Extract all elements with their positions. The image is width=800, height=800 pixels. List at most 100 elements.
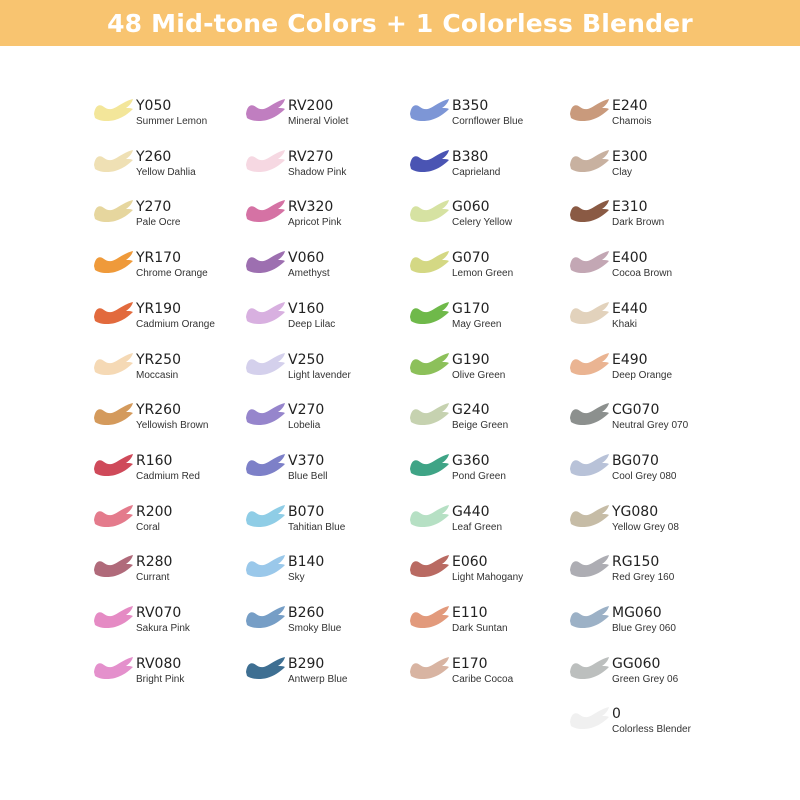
brush-stroke-icon [570, 504, 609, 527]
color-name: Deep Orange [612, 369, 673, 381]
color-code: B380 [452, 148, 489, 165]
color-swatch-cg070: CG070 Neutral Grey 070 [569, 402, 701, 442]
color-name: Blue Grey 060 [612, 623, 676, 634]
color-swatch-rv320: RV320 Apricot Pink [245, 199, 377, 239]
brush-stroke-icon [246, 504, 285, 527]
color-code: B350 [452, 98, 489, 114]
brush-stroke-icon [94, 99, 133, 122]
color-code: YR250 [136, 351, 182, 368]
brush-stroke-icon [570, 251, 609, 274]
color-code: G360 [452, 452, 490, 469]
color-code: R280 [136, 554, 173, 571]
color-code: RV080 [136, 655, 182, 672]
color-code: RV270 [288, 148, 334, 165]
color-code: E400 [612, 250, 648, 267]
color-code: V370 [288, 452, 325, 469]
color-code: E440 [612, 300, 648, 317]
brush-stroke-icon [570, 453, 609, 476]
brush-stroke-icon [246, 555, 285, 578]
brush-stroke-icon [570, 403, 609, 426]
color-swatch-e110: E110 Dark Suntan [409, 605, 541, 645]
brush-stroke-icon [570, 301, 609, 324]
brush-stroke-icon [94, 301, 133, 324]
color-code: E240 [612, 98, 648, 114]
color-swatch-g070: G070 Lemon Green [409, 250, 541, 290]
color-code: E310 [612, 199, 648, 216]
color-name: Dark Suntan [452, 623, 508, 634]
color-swatch-blender: 0 Colorless Blender [569, 706, 701, 746]
brush-stroke-icon [246, 149, 285, 172]
color-code: B070 [288, 503, 325, 520]
color-swatch-g060: G060 Celery Yellow [409, 199, 541, 239]
brush-stroke-icon [246, 656, 285, 679]
color-name: Lobelia [288, 420, 321, 432]
brush-stroke-icon [570, 200, 609, 223]
color-code: G240 [452, 402, 490, 419]
brush-stroke-icon [410, 606, 449, 629]
color-swatch-g170: G170 May Green [409, 301, 541, 341]
color-swatch-r200: R200 Coral [93, 504, 225, 544]
color-name: Mineral Violet [288, 116, 349, 127]
brush-stroke-icon [410, 200, 449, 223]
color-name: Neutral Grey 070 [612, 420, 689, 432]
color-name: Leaf Green [452, 521, 503, 533]
color-name: Sakura Pink [136, 623, 190, 634]
color-code: V270 [288, 402, 325, 419]
brush-stroke-icon [410, 251, 449, 274]
color-swatch-b380: B380 Caprieland [409, 149, 541, 189]
color-name: Light Mahogany [452, 572, 524, 584]
brush-stroke-icon [246, 301, 285, 324]
color-code: RV070 [136, 605, 182, 621]
color-code: V160 [288, 300, 325, 317]
brush-stroke-icon [246, 403, 285, 426]
header-banner: 48 Mid-tone Colors + 1 Colorless Blender [0, 0, 800, 46]
color-code: G070 [452, 250, 490, 267]
color-swatch-b350: B350 Cornflower Blue [409, 98, 541, 138]
brush-stroke-icon [94, 453, 133, 476]
color-code: YG080 [612, 503, 659, 520]
color-code: Y050 [136, 98, 172, 114]
color-swatch-rv070: RV070 Sakura Pink [93, 605, 225, 645]
brush-stroke-icon [410, 99, 449, 122]
color-code: B140 [288, 554, 325, 571]
brush-stroke-icon [246, 99, 285, 122]
color-code: G170 [452, 300, 490, 317]
color-name: Light lavender [288, 369, 351, 381]
color-name: Shadow Pink [288, 166, 347, 178]
color-name: Cocoa Brown [612, 268, 673, 280]
color-swatch-b290: B290 Antwerp Blue [245, 656, 377, 696]
color-code: V060 [288, 250, 325, 267]
color-swatch-b140: B140 Sky [245, 554, 377, 594]
brush-stroke-icon [94, 656, 133, 679]
color-swatch-bg070: BG070 Cool Grey 080 [569, 453, 701, 493]
color-swatch-v160: V160 Deep Lilac [245, 301, 377, 341]
color-code: MG060 [612, 605, 662, 621]
brush-stroke-icon [94, 555, 133, 578]
brush-stroke-icon [246, 251, 285, 274]
color-code: B290 [288, 655, 325, 672]
color-swatch-e490: E490 Deep Orange [569, 352, 701, 392]
brush-stroke-icon [570, 656, 609, 679]
color-name: Bright Pink [136, 673, 185, 685]
color-code: R200 [136, 503, 173, 520]
color-swatch-yr190: YR190 Cadmium Orange [93, 301, 225, 341]
brush-stroke-icon [94, 251, 133, 274]
color-swatch-e300: E300 Clay [569, 149, 701, 189]
brush-stroke-icon [570, 99, 609, 122]
color-name: Coral [136, 521, 160, 533]
color-swatch-r280: R280 Currant [93, 554, 225, 594]
brush-stroke-icon [410, 453, 449, 476]
brush-stroke-icon [410, 656, 449, 679]
color-name: Cornflower Blue [452, 116, 524, 127]
color-name: Cadmium Orange [136, 318, 215, 330]
color-swatch-e310: E310 Dark Brown [569, 199, 701, 239]
color-code: YR170 [136, 250, 182, 267]
color-swatch-yr250: YR250 Moccasin [93, 352, 225, 392]
color-swatch-mg060: MG060 Blue Grey 060 [569, 605, 701, 645]
color-code: G190 [452, 351, 490, 368]
color-name: Tahitian Blue [288, 521, 346, 533]
color-name: Deep Lilac [288, 318, 336, 330]
brush-stroke-icon [410, 555, 449, 578]
brush-stroke-icon [94, 149, 133, 172]
banner-title: 48 Mid-tone Colors + 1 Colorless Blender [107, 8, 693, 38]
